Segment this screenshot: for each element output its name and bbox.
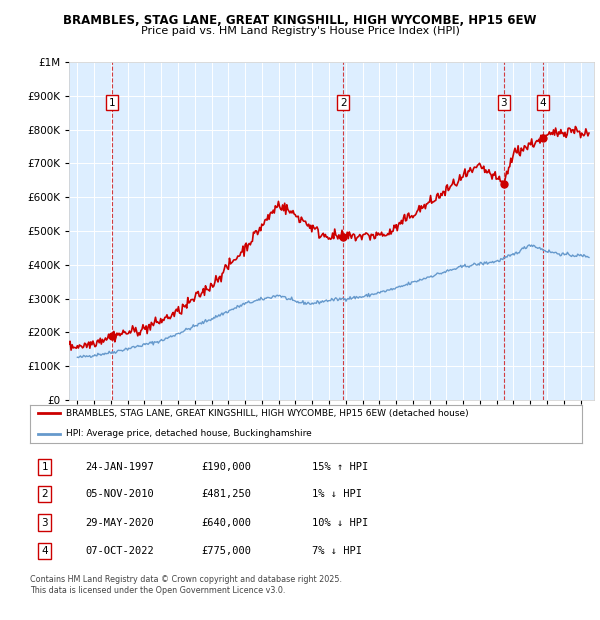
Text: 15% ↑ HPI: 15% ↑ HPI	[311, 462, 368, 472]
Text: £481,250: £481,250	[201, 489, 251, 499]
Text: 07-OCT-2022: 07-OCT-2022	[85, 546, 154, 556]
Text: 05-NOV-2010: 05-NOV-2010	[85, 489, 154, 499]
Text: 4: 4	[540, 97, 547, 107]
Text: £640,000: £640,000	[201, 518, 251, 528]
Text: 2: 2	[340, 97, 346, 107]
Text: 1% ↓ HPI: 1% ↓ HPI	[311, 489, 362, 499]
Text: 7% ↓ HPI: 7% ↓ HPI	[311, 546, 362, 556]
Text: 1: 1	[41, 462, 48, 472]
Text: Price paid vs. HM Land Registry's House Price Index (HPI): Price paid vs. HM Land Registry's House …	[140, 26, 460, 36]
Text: Contains HM Land Registry data © Crown copyright and database right 2025.
This d: Contains HM Land Registry data © Crown c…	[30, 575, 342, 595]
Text: BRAMBLES, STAG LANE, GREAT KINGSHILL, HIGH WYCOMBE, HP15 6EW: BRAMBLES, STAG LANE, GREAT KINGSHILL, HI…	[63, 14, 537, 27]
Text: 24-JAN-1997: 24-JAN-1997	[85, 462, 154, 472]
Text: 2: 2	[41, 489, 48, 499]
Text: 10% ↓ HPI: 10% ↓ HPI	[311, 518, 368, 528]
Text: 3: 3	[41, 518, 48, 528]
Text: BRAMBLES, STAG LANE, GREAT KINGSHILL, HIGH WYCOMBE, HP15 6EW (detached house): BRAMBLES, STAG LANE, GREAT KINGSHILL, HI…	[66, 409, 469, 418]
Text: 1: 1	[109, 97, 115, 107]
Text: £775,000: £775,000	[201, 546, 251, 556]
Text: 3: 3	[500, 97, 507, 107]
Text: £190,000: £190,000	[201, 462, 251, 472]
Text: 4: 4	[41, 546, 48, 556]
Text: 29-MAY-2020: 29-MAY-2020	[85, 518, 154, 528]
Text: HPI: Average price, detached house, Buckinghamshire: HPI: Average price, detached house, Buck…	[66, 429, 311, 438]
